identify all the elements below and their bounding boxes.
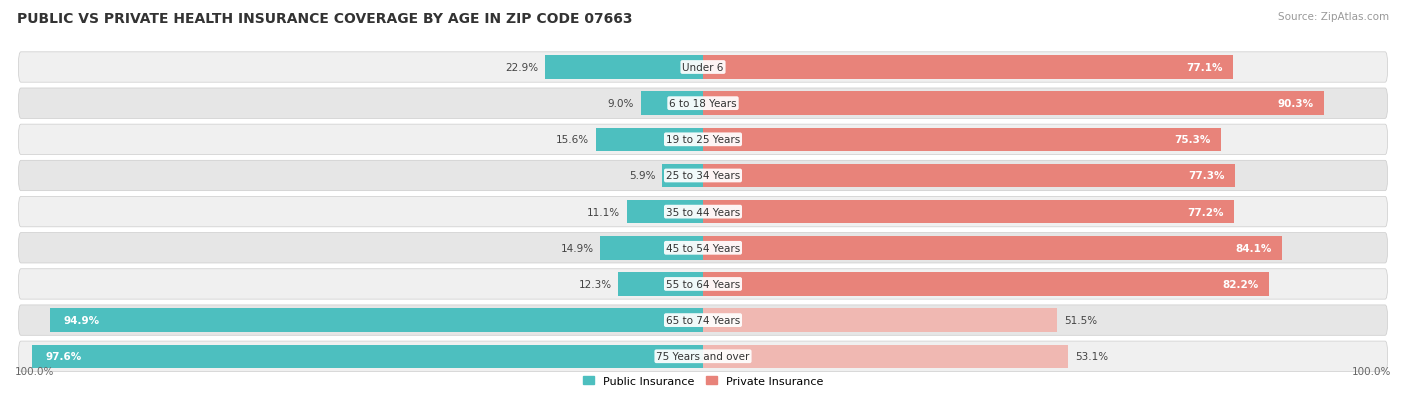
FancyBboxPatch shape (18, 197, 1388, 227)
Text: 11.1%: 11.1% (586, 207, 620, 217)
Text: 97.6%: 97.6% (45, 351, 82, 361)
Text: 25 to 34 Years: 25 to 34 Years (666, 171, 740, 181)
FancyBboxPatch shape (18, 305, 1388, 335)
Text: 6 to 18 Years: 6 to 18 Years (669, 99, 737, 109)
FancyBboxPatch shape (18, 233, 1388, 263)
Bar (703, 273, 1268, 296)
Text: 82.2%: 82.2% (1222, 279, 1258, 289)
Bar (546, 56, 703, 80)
FancyBboxPatch shape (18, 161, 1388, 191)
Legend: Public Insurance, Private Insurance: Public Insurance, Private Insurance (579, 371, 827, 390)
FancyBboxPatch shape (18, 53, 1388, 83)
Text: 90.3%: 90.3% (1278, 99, 1315, 109)
Text: 94.9%: 94.9% (63, 316, 100, 325)
Text: 14.9%: 14.9% (561, 243, 593, 253)
Text: 35 to 44 Years: 35 to 44 Years (666, 207, 740, 217)
Text: PUBLIC VS PRIVATE HEALTH INSURANCE COVERAGE BY AGE IN ZIP CODE 07663: PUBLIC VS PRIVATE HEALTH INSURANCE COVER… (17, 12, 633, 26)
Bar (662, 164, 703, 188)
Bar (703, 56, 1233, 80)
Text: 55 to 64 Years: 55 to 64 Years (666, 279, 740, 289)
Text: 51.5%: 51.5% (1064, 316, 1097, 325)
Text: 53.1%: 53.1% (1076, 351, 1108, 361)
Text: 15.6%: 15.6% (555, 135, 589, 145)
Bar (703, 128, 1220, 152)
Text: 5.9%: 5.9% (628, 171, 655, 181)
Bar (703, 164, 1234, 188)
Bar (619, 273, 703, 296)
Bar (703, 92, 1324, 116)
Bar (600, 237, 703, 260)
Bar (596, 128, 703, 152)
Text: 19 to 25 Years: 19 to 25 Years (666, 135, 740, 145)
FancyBboxPatch shape (18, 89, 1388, 119)
Bar (641, 92, 703, 116)
Text: 100.0%: 100.0% (15, 366, 55, 376)
Bar (703, 345, 1069, 368)
Text: Under 6: Under 6 (682, 63, 724, 73)
Text: 65 to 74 Years: 65 to 74 Years (666, 316, 740, 325)
Text: 9.0%: 9.0% (607, 99, 634, 109)
FancyBboxPatch shape (18, 125, 1388, 155)
Text: 84.1%: 84.1% (1234, 243, 1271, 253)
Bar (31, 345, 703, 368)
Bar (703, 200, 1234, 224)
Bar (703, 309, 1057, 332)
Text: 12.3%: 12.3% (578, 279, 612, 289)
Text: 77.2%: 77.2% (1187, 207, 1223, 217)
Text: 77.3%: 77.3% (1188, 171, 1225, 181)
FancyBboxPatch shape (18, 341, 1388, 372)
FancyBboxPatch shape (18, 269, 1388, 299)
Bar (51, 309, 703, 332)
Text: 100.0%: 100.0% (1351, 366, 1391, 376)
Text: Source: ZipAtlas.com: Source: ZipAtlas.com (1278, 12, 1389, 22)
Bar (703, 237, 1282, 260)
Text: 22.9%: 22.9% (505, 63, 538, 73)
Text: 77.1%: 77.1% (1187, 63, 1223, 73)
Text: 75 Years and over: 75 Years and over (657, 351, 749, 361)
Bar (627, 200, 703, 224)
Text: 75.3%: 75.3% (1174, 135, 1211, 145)
Text: 45 to 54 Years: 45 to 54 Years (666, 243, 740, 253)
